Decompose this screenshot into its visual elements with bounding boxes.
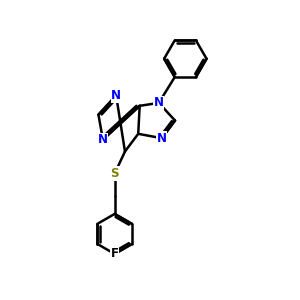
- Text: F: F: [111, 248, 119, 260]
- Text: N: N: [157, 132, 167, 145]
- Text: N: N: [98, 133, 108, 146]
- Text: S: S: [110, 167, 119, 180]
- Text: N: N: [111, 89, 121, 102]
- Text: N: N: [154, 96, 164, 110]
